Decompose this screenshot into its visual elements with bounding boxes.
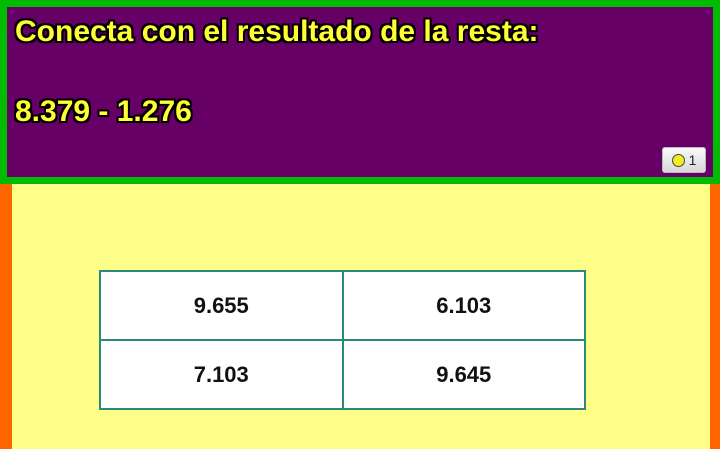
option-cell[interactable]: 7.103 [99,339,344,410]
answer-area: 9.655 6.103 7.103 9.645 [12,184,710,449]
attempts-badge[interactable]: 1 [662,147,706,173]
question-panel: Conecta con el resultado de la resta: 8.… [0,0,720,184]
question-expression: 8.379 - 1.276 [15,95,192,128]
option-cell[interactable]: 9.655 [99,270,344,341]
question-prompt: Conecta con el resultado de la resta: [15,15,539,48]
option-cell[interactable]: 9.645 [341,339,586,410]
attempts-count: 1 [688,152,697,168]
option-cell[interactable]: 6.103 [341,270,586,341]
yellow-circle-icon [671,153,685,167]
options-grid: 9.655 6.103 7.103 9.645 [99,270,586,410]
